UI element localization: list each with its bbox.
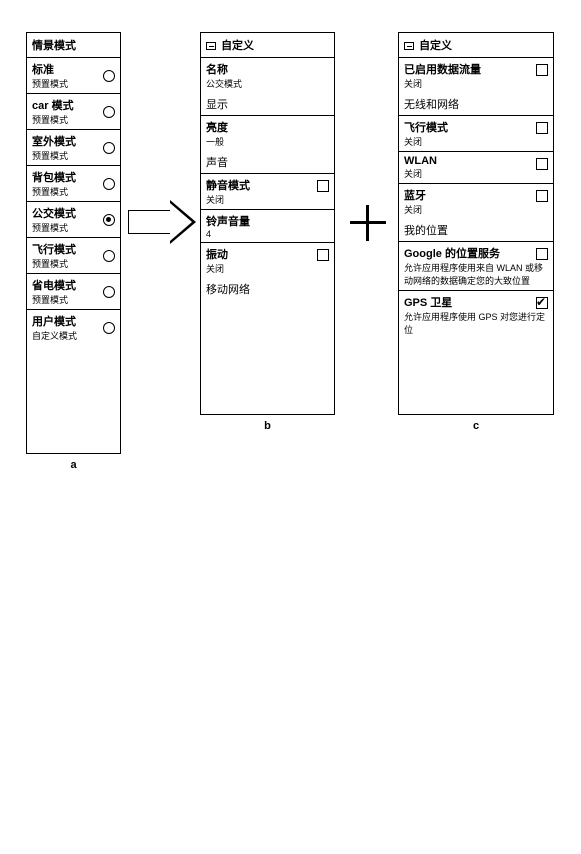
checkbox-icon[interactable]: [536, 297, 548, 309]
panel-b-title: 自定义: [221, 40, 254, 52]
setting-item[interactable]: Google 的位置服务允许应用程序使用来自 WLAN 或移动网络的数据确定您的…: [399, 241, 553, 290]
setting-item[interactable]: 振动关闭: [201, 242, 334, 278]
setting-item[interactable]: 铃声音量4: [201, 209, 334, 242]
section-label: 我的位置: [399, 219, 553, 241]
radio-icon[interactable]: [103, 286, 115, 298]
setting-item[interactable]: 飞行模式关闭: [399, 115, 553, 151]
item-title: 蓝牙: [404, 187, 550, 203]
section-label: 声音: [201, 151, 334, 173]
scene-mode-panel: 情景模式 标准预置模式car 模式预置模式室外模式预置模式背包模式预置模式公交模…: [26, 32, 121, 454]
radio-icon[interactable]: [103, 250, 115, 262]
plus-icon: [350, 205, 386, 241]
item-title: WLAN: [404, 155, 550, 167]
radio-icon[interactable]: [103, 322, 115, 334]
item-title: GPS 卫星: [404, 294, 550, 310]
panel-c-caption: c: [473, 420, 479, 432]
item-sub: 公交模式: [206, 77, 331, 90]
item-sub: 允许应用程序使用 GPS 对您进行定位: [404, 310, 550, 336]
checkbox-icon[interactable]: [536, 190, 548, 202]
item-sub: 关闭: [404, 167, 550, 180]
scene-mode-item[interactable]: car 模式预置模式: [27, 93, 120, 129]
back-icon[interactable]: [206, 42, 216, 50]
radio-icon[interactable]: [103, 106, 115, 118]
panel-b-header: 自定义: [201, 33, 334, 57]
setting-item[interactable]: GPS 卫星允许应用程序使用 GPS 对您进行定位: [399, 290, 553, 339]
section-label: 显示: [201, 93, 334, 115]
radio-icon[interactable]: [103, 142, 115, 154]
item-title: 已启用数据流量: [404, 61, 550, 77]
radio-icon[interactable]: [103, 214, 115, 226]
item-title: 静音模式: [206, 177, 331, 193]
item-sub: 关闭: [404, 203, 550, 216]
scene-mode-item[interactable]: 飞行模式预置模式: [27, 237, 120, 273]
scene-mode-item[interactable]: 用户模式自定义模式: [27, 309, 120, 345]
radio-icon[interactable]: [103, 178, 115, 190]
item-sub: 关闭: [404, 135, 550, 148]
section-label: 无线和网络: [399, 93, 553, 115]
section-label: 移动网络: [201, 278, 334, 300]
checkbox-icon[interactable]: [536, 248, 548, 260]
checkbox-icon[interactable]: [317, 180, 329, 192]
checkbox-icon[interactable]: [317, 249, 329, 261]
setting-item[interactable]: 名称公交模式: [201, 57, 334, 93]
custom-panel-1: 自定义 名称公交模式显示亮度一般声音静音模式关闭铃声音量4振动关闭移动网络 b: [200, 32, 335, 415]
scene-mode-item[interactable]: 公交模式预置模式: [27, 201, 120, 237]
setting-item[interactable]: 亮度一般: [201, 115, 334, 151]
scene-mode-item[interactable]: 标准预置模式: [27, 57, 120, 93]
custom-panel-2: 自定义 已启用数据流量关闭无线和网络飞行模式关闭WLAN关闭蓝牙关闭我的位置Go…: [398, 32, 554, 415]
item-title: 铃声音量: [206, 213, 331, 229]
checkbox-icon[interactable]: [536, 122, 548, 134]
back-icon[interactable]: [404, 42, 414, 50]
checkbox-icon[interactable]: [536, 158, 548, 170]
radio-icon[interactable]: [103, 70, 115, 82]
panel-b-caption: b: [264, 420, 271, 432]
item-title: 振动: [206, 246, 331, 262]
setting-item[interactable]: 已启用数据流量关闭: [399, 57, 553, 93]
item-title: 飞行模式: [404, 119, 550, 135]
setting-item[interactable]: WLAN关闭: [399, 151, 553, 183]
item-sub: 一般: [206, 135, 331, 148]
item-sub: 关闭: [404, 77, 550, 90]
item-sub: 允许应用程序使用来自 WLAN 或移动网络的数据确定您的大致位置: [404, 261, 550, 287]
item-sub: 关闭: [206, 262, 331, 275]
panel-c-header: 自定义: [399, 33, 553, 57]
panel-a-caption: a: [70, 459, 76, 471]
scene-mode-item[interactable]: 背包模式预置模式: [27, 165, 120, 201]
item-sub: 4: [206, 229, 331, 239]
panel-a-title: 情景模式: [32, 40, 76, 52]
setting-item[interactable]: 静音模式关闭: [201, 173, 334, 209]
item-title: 亮度: [206, 119, 331, 135]
scene-mode-item[interactable]: 省电模式预置模式: [27, 273, 120, 309]
item-title: Google 的位置服务: [404, 245, 550, 261]
checkbox-icon[interactable]: [536, 64, 548, 76]
panel-a-header: 情景模式: [27, 33, 120, 57]
setting-item[interactable]: 蓝牙关闭: [399, 183, 553, 219]
scene-mode-item[interactable]: 室外模式预置模式: [27, 129, 120, 165]
item-sub: 关闭: [206, 193, 331, 206]
panel-c-title: 自定义: [419, 40, 452, 52]
item-title: 名称: [206, 61, 331, 77]
